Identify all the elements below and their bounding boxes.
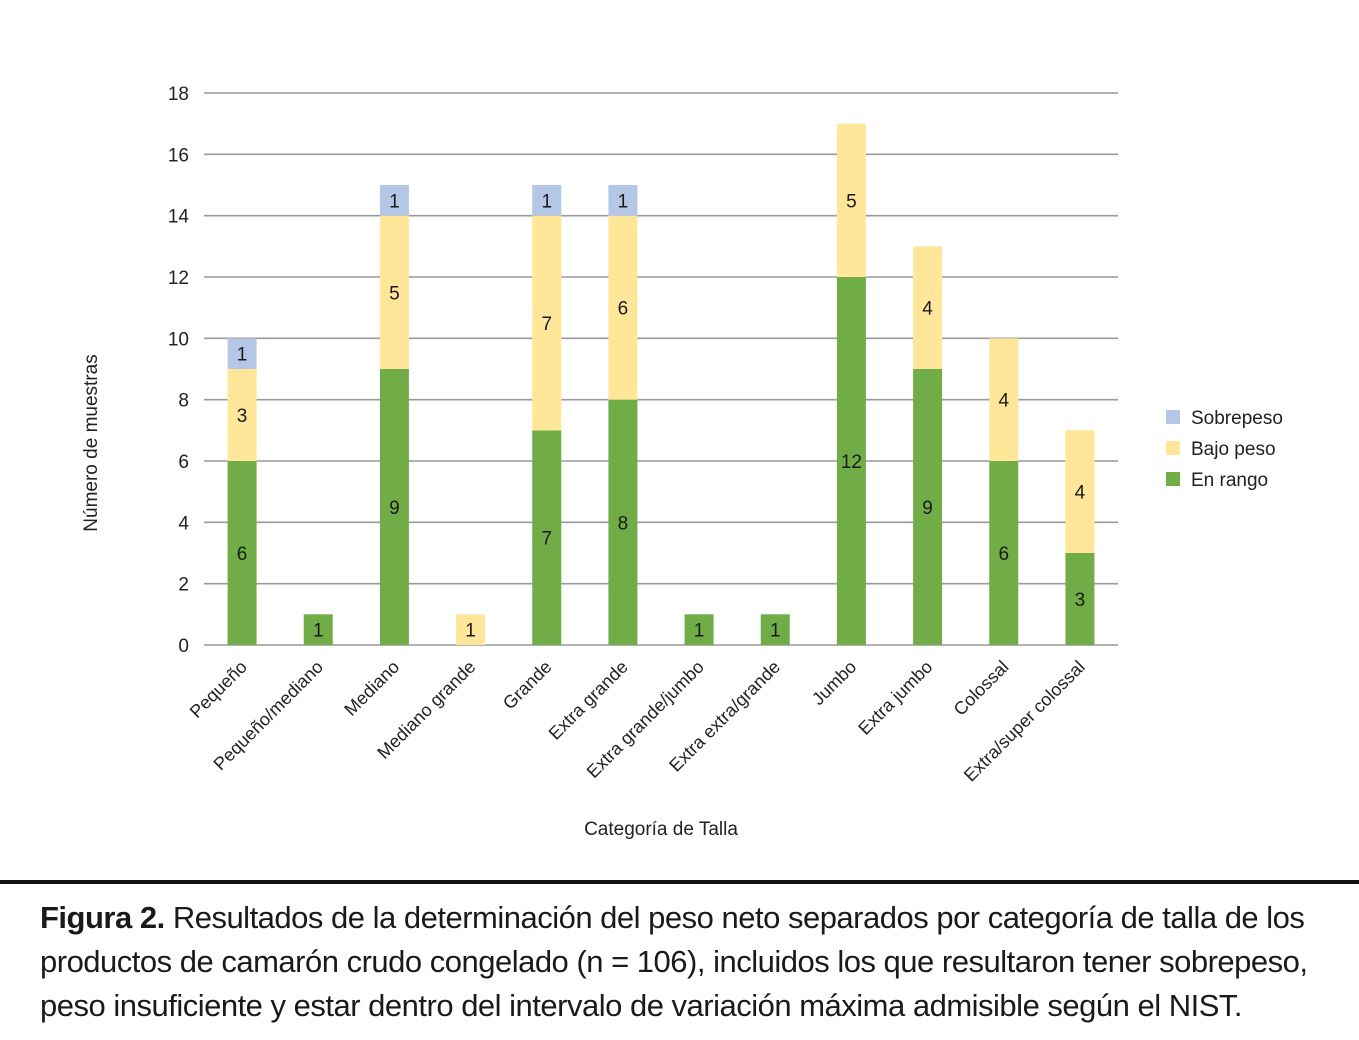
caption-text: Resultados de la determinación del peso …	[40, 900, 1308, 1023]
y-tick-label: 6	[178, 452, 189, 473]
bar-en-rango	[1065, 553, 1095, 645]
x-axis-title: Categoría de Talla	[584, 819, 738, 840]
legend-swatch	[1166, 472, 1180, 486]
y-tick-label: 12	[168, 268, 189, 289]
bar-bajo-peso	[379, 215, 409, 369]
x-tick-label: Jumbo	[808, 657, 860, 709]
data-label: 1	[313, 621, 324, 642]
gridlines	[204, 92, 1118, 646]
bar-bajo-peso	[989, 338, 1019, 461]
data-label: 1	[770, 621, 781, 642]
legend-label: Bajo peso	[1191, 439, 1276, 460]
bar-en-rango	[227, 461, 257, 645]
caption-divider	[0, 880, 1359, 884]
x-tick-label: Mediano	[340, 657, 403, 720]
legend-swatch	[1166, 410, 1180, 424]
y-tick-label: 0	[178, 636, 189, 657]
legend-swatch	[1166, 441, 1180, 455]
x-tick-label: Colossal	[950, 657, 1013, 720]
bar-sobrepeso	[608, 185, 638, 216]
legend-label: En rango	[1191, 470, 1268, 491]
y-tick-label: 16	[168, 145, 189, 166]
bar-sobrepeso	[227, 338, 257, 369]
data-label: 3	[237, 406, 248, 427]
data-label: 9	[922, 498, 933, 519]
bar-en-rango	[989, 461, 1019, 645]
bar-bajo-peso	[456, 614, 486, 645]
data-label: 1	[618, 191, 629, 212]
data-label: 1	[237, 345, 248, 366]
bar-bajo-peso	[1065, 430, 1095, 553]
bar-bajo-peso	[227, 369, 257, 461]
y-tick-label: 14	[168, 207, 190, 228]
x-tick-label: Grande	[499, 657, 556, 714]
data-label: 3	[1075, 590, 1086, 611]
y-tick-label: 10	[168, 329, 189, 350]
bar-en-rango	[913, 369, 943, 645]
y-axis-title: Número de muestras	[81, 354, 102, 531]
legend-label: Sobrepeso	[1191, 408, 1283, 429]
data-label: 5	[389, 283, 400, 304]
data-label: 7	[541, 529, 552, 550]
bar-bajo-peso	[913, 246, 943, 369]
data-label: 5	[846, 191, 857, 212]
bar-en-rango	[303, 614, 333, 645]
data-label: 6	[618, 299, 629, 320]
data-label: 8	[618, 513, 629, 534]
caption-label: Figura 2.	[40, 900, 165, 935]
bar-en-rango	[836, 277, 866, 645]
figure-caption: Figura 2. Resultados de la determinación…	[40, 896, 1330, 1028]
bar-bajo-peso	[532, 215, 562, 431]
x-tick-label: Pequeño	[186, 657, 251, 722]
data-label: 9	[389, 498, 400, 519]
bars: 6 3 1 1 9 5 1 1 7 7 1 8 6 1 1 1 12 5 9 4 6 4 3 4	[227, 123, 1095, 645]
bar-en-rango	[379, 369, 409, 645]
y-tick-label: 4	[178, 513, 189, 534]
data-label: 4	[922, 299, 933, 320]
y-tick-label: 18	[168, 84, 189, 105]
bar-en-rango	[684, 614, 714, 645]
bar-en-rango	[532, 430, 562, 645]
y-tick-label: 8	[178, 391, 189, 412]
bar-sobrepeso	[379, 185, 409, 216]
data-label: 12	[841, 452, 862, 473]
legend: Sobrepeso Bajo peso En rango	[1166, 408, 1283, 491]
data-label: 1	[465, 621, 476, 642]
bar-en-rango	[608, 399, 638, 645]
data-label: 4	[1075, 483, 1086, 504]
data-label: 1	[694, 621, 705, 642]
data-label: 7	[541, 314, 552, 335]
data-label: 1	[541, 191, 552, 212]
data-label: 6	[998, 544, 1009, 565]
y-axis-ticks: 0 2 4 6 8 10 12 14 16 18	[168, 84, 190, 657]
bar-bajo-peso	[836, 123, 866, 278]
y-tick-label: 2	[178, 575, 189, 596]
data-label: 1	[389, 191, 400, 212]
bar-en-rango	[760, 614, 790, 645]
x-tick-label: Extra jumbo	[854, 657, 936, 739]
bar-bajo-peso	[608, 215, 638, 400]
bar-sobrepeso	[532, 185, 562, 216]
data-label: 6	[237, 544, 248, 565]
data-label: 4	[998, 391, 1009, 412]
